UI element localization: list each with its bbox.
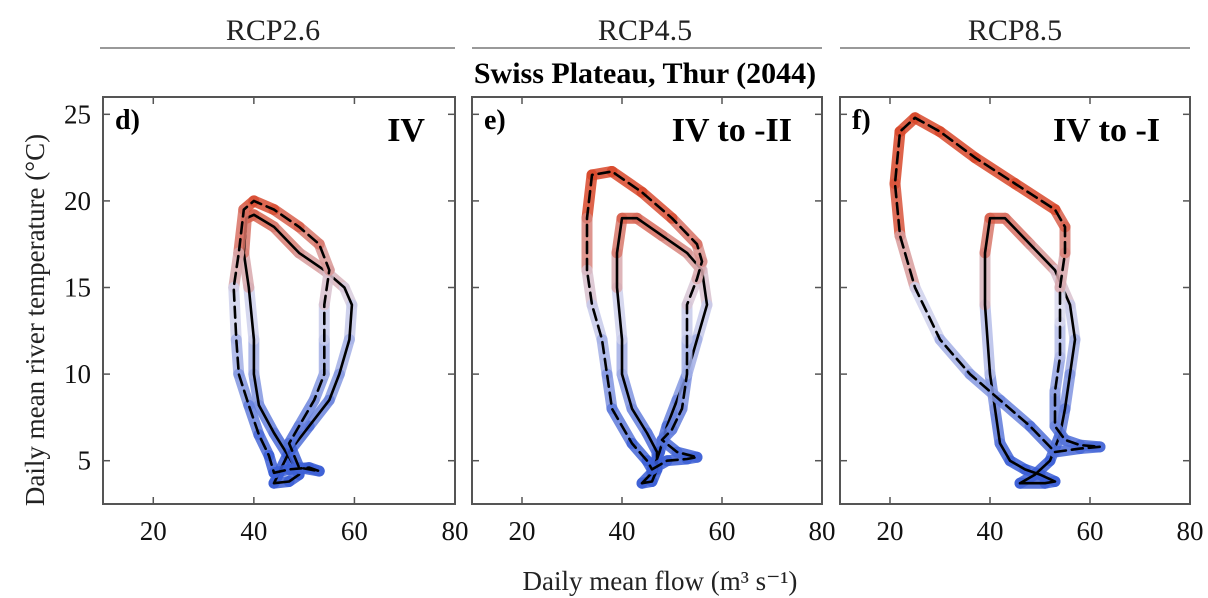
x-tick-label: 20 bbox=[509, 516, 536, 546]
x-tick-label: 20 bbox=[877, 516, 904, 546]
x-tick-label: 20 bbox=[140, 516, 167, 546]
x-tick-label: 80 bbox=[809, 516, 836, 546]
panel-2: 20 40 60 80 e) IV to -II bbox=[471, 96, 836, 546]
x-tick-label: 60 bbox=[709, 516, 736, 546]
regime-label: IV bbox=[387, 112, 425, 149]
y-tick-label: 20 bbox=[64, 186, 91, 216]
panel-label: e) bbox=[484, 105, 506, 136]
panel-label: f) bbox=[852, 105, 871, 136]
series-line-solid bbox=[983, 216, 1077, 485]
x-tick-label: 40 bbox=[977, 516, 1004, 546]
y-tick-label: 5 bbox=[78, 446, 92, 476]
panel-3: 20 40 60 80 f) IV to -I bbox=[839, 96, 1204, 546]
scenario-label-rcp45: RCP4.5 bbox=[598, 14, 692, 47]
plot-frame bbox=[839, 96, 1191, 505]
series-line-dashed bbox=[232, 199, 331, 475]
y-tick-label: 25 bbox=[64, 99, 91, 129]
regime-label: IV to -I bbox=[1053, 112, 1160, 149]
x-tick-label: 40 bbox=[609, 516, 636, 546]
series-dashed bbox=[228, 195, 335, 479]
y-tick-label: 10 bbox=[64, 359, 91, 389]
x-tick-label: 60 bbox=[341, 516, 368, 546]
x-tick-label: 60 bbox=[1077, 516, 1104, 546]
series-line-solid bbox=[615, 216, 709, 485]
series-halo-segment bbox=[934, 333, 976, 380]
regime-label: IV to -II bbox=[672, 112, 792, 149]
series-line-dashed bbox=[585, 170, 704, 471]
plot-frame bbox=[471, 96, 823, 505]
series-line-dashed bbox=[893, 116, 1102, 454]
series-solid bbox=[979, 212, 1081, 489]
x-tick-label: 80 bbox=[442, 516, 469, 546]
scenario-label-rcp26: RCP2.6 bbox=[226, 14, 320, 47]
y-axis-label: Daily mean river temperature (°C) bbox=[20, 134, 50, 506]
x-tick-label: 40 bbox=[240, 516, 267, 546]
series-line-solid bbox=[242, 213, 354, 485]
y-tick-label: 15 bbox=[64, 273, 91, 303]
x-axis-label: Daily mean flow (m³ s⁻¹) bbox=[523, 566, 798, 596]
scenario-label-rcp85: RCP8.5 bbox=[968, 14, 1062, 47]
series-dashed bbox=[581, 165, 708, 475]
chart-title: Swiss Plateau, Thur (2044) bbox=[474, 57, 816, 90]
series-dashed bbox=[889, 112, 1106, 458]
panel-1: 20 40 60 80 5 10 15 20 25 d) IV bbox=[64, 96, 469, 546]
plot-frame bbox=[102, 96, 456, 505]
panel-label: d) bbox=[115, 105, 140, 136]
x-tick-label: 80 bbox=[1177, 516, 1204, 546]
